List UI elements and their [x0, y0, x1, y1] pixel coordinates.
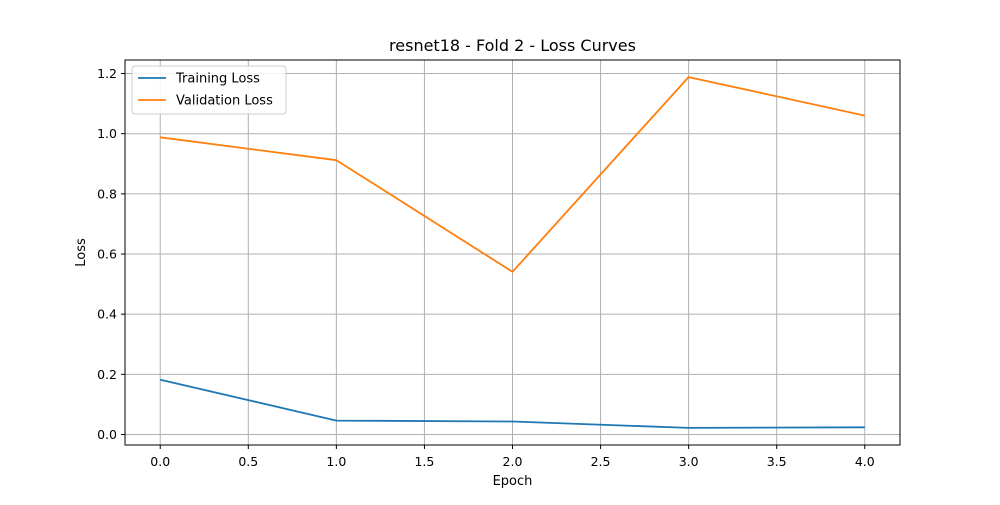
x-tick-label: 2.0 [503, 454, 523, 469]
series-line-1 [160, 76, 865, 273]
grid-layer [125, 60, 900, 445]
x-tick-label: 3.5 [767, 454, 787, 469]
x-tick-label: 4.0 [855, 454, 875, 469]
y-tick-label: 0.4 [97, 307, 117, 322]
x-axis-label: Epoch [493, 474, 533, 489]
x-tick-label: 1.0 [326, 454, 346, 469]
series-line-0 [159, 378, 865, 429]
y-tick-label: 0.2 [97, 367, 117, 382]
y-tick-label: 1.2 [97, 66, 117, 81]
y-tick-label: 0.0 [97, 427, 117, 442]
y-tick-label: 1.0 [97, 126, 117, 141]
legend-label-0: Training Loss [175, 72, 260, 87]
x-tick-label: 0.5 [238, 454, 258, 469]
x-tick-label: 0.0 [150, 454, 170, 469]
x-tick-label: 3.0 [679, 454, 699, 469]
y-axis-label: Loss [74, 238, 89, 267]
chart-title: resnet18 - Fold 2 - Loss Curves [389, 36, 636, 55]
y-tick-label: 0.6 [97, 247, 117, 262]
series-layer [159, 76, 865, 429]
legend: Training Loss Validation Loss [131, 65, 287, 115]
legend-label-1: Validation Loss [176, 94, 273, 109]
tick-layer: 0.0 0.5 1.0 1.5 2.0 2.5 3.0 3.5 4.0 0.0 0.2 0.4 0.6 0… [97, 66, 875, 469]
y-tick-label: 0.8 [97, 186, 117, 201]
x-tick-label: 2.5 [591, 454, 611, 469]
x-tick-label: 1.5 [414, 454, 434, 469]
legend-box [131, 65, 287, 115]
